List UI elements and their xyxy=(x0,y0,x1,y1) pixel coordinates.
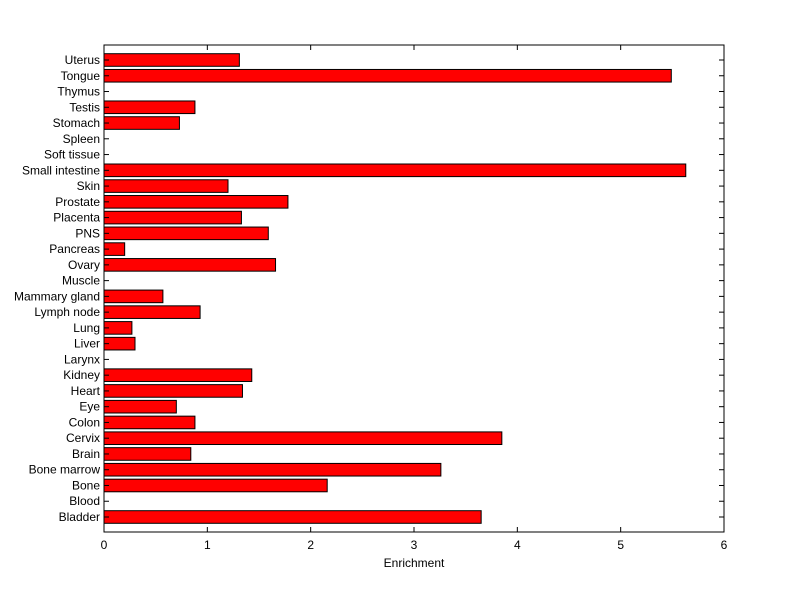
bar-brain xyxy=(103,447,192,461)
y-tick-label: Eye xyxy=(79,400,100,414)
bar-tongue xyxy=(103,68,672,83)
bar-bladder xyxy=(103,510,482,524)
bar-cervix xyxy=(103,431,503,446)
y-tick-label: Ovary xyxy=(68,258,100,272)
bar-eye xyxy=(103,399,177,414)
bar-bone-marrow xyxy=(103,462,442,477)
y-tick-label: Muscle xyxy=(62,274,100,288)
y-tick-label: Cervix xyxy=(66,431,100,445)
y-tick-label: Small intestine xyxy=(22,163,100,177)
bar-pns xyxy=(103,226,269,241)
y-tick-label: Mammary gland xyxy=(14,289,100,303)
plot-frame xyxy=(103,44,725,533)
y-tick-label: Liver xyxy=(74,337,100,351)
x-axis-label: Enrichment xyxy=(384,556,445,570)
y-tick-label: Lung xyxy=(73,321,100,335)
y-tick-label: Uterus xyxy=(65,53,100,67)
x-tick-label: 1 xyxy=(204,538,211,552)
y-tick-label: Bone xyxy=(72,478,100,492)
y-tick-label: Soft tissue xyxy=(44,148,100,162)
x-tick-label: 5 xyxy=(617,538,624,552)
plot-background xyxy=(104,45,724,532)
bar-ovary xyxy=(103,258,277,272)
x-tick-label: 2 xyxy=(307,538,314,552)
y-tick-label: Bone marrow xyxy=(29,463,101,477)
bar-small-intestine xyxy=(103,163,687,178)
y-tick-label: Pancreas xyxy=(49,242,100,256)
bar-lymph-node xyxy=(103,305,201,319)
y-tick-label: Stomach xyxy=(53,116,100,130)
bar-kidney xyxy=(103,368,253,382)
bar-testis xyxy=(103,100,196,115)
y-tick-label: Colon xyxy=(69,415,100,429)
y-tick-label: Bladder xyxy=(59,510,100,524)
y-tick-label: Blood xyxy=(69,494,100,508)
bar-prostate xyxy=(103,195,289,209)
y-tick-label: Skin xyxy=(77,179,100,193)
x-tick-label: 3 xyxy=(411,538,418,552)
y-tick-label: Heart xyxy=(71,384,101,398)
x-tick-label: 0 xyxy=(101,538,108,552)
bar-mammary-gland xyxy=(103,289,164,304)
bar-uterus xyxy=(103,53,240,67)
y-tick-label: Lymph node xyxy=(34,305,100,319)
y-tick-label: PNS xyxy=(75,226,100,240)
y-tick-label: Kidney xyxy=(63,368,100,382)
y-tick-label: Larynx xyxy=(64,352,100,366)
x-tick-label: 6 xyxy=(721,538,728,552)
bar-bone xyxy=(103,478,328,493)
bar-colon xyxy=(103,415,196,430)
y-tick-label: Prostate xyxy=(55,195,100,209)
y-tick-label: Spleen xyxy=(63,132,100,146)
y-tick-label: Placenta xyxy=(53,211,100,225)
y-tick-label: Tongue xyxy=(61,69,101,83)
y-tick-label: Brain xyxy=(72,447,100,461)
bar-stomach xyxy=(103,116,180,130)
bar-placenta xyxy=(103,210,242,225)
bar-skin xyxy=(103,179,229,193)
x-tick-label: 4 xyxy=(514,538,521,552)
y-tick-label: Thymus xyxy=(57,85,100,99)
y-tick-label: Testis xyxy=(69,100,100,114)
bar-heart xyxy=(103,384,243,398)
